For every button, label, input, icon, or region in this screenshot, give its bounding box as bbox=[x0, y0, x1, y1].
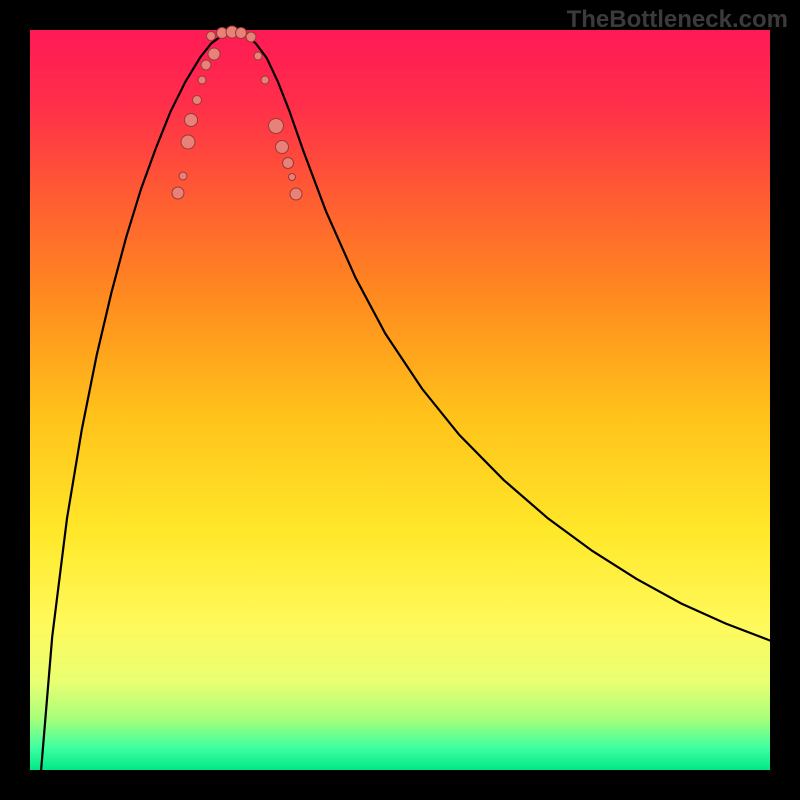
curve-svg bbox=[30, 30, 770, 770]
watermark-text: TheBottleneck.com bbox=[567, 6, 788, 34]
marker-point bbox=[206, 31, 216, 41]
marker-point bbox=[245, 32, 256, 43]
marker-point bbox=[207, 47, 220, 60]
marker-point bbox=[179, 171, 188, 180]
marker-point bbox=[192, 95, 202, 105]
marker-point bbox=[282, 157, 294, 169]
marker-point bbox=[172, 186, 185, 199]
marker-point bbox=[180, 135, 195, 150]
plot-area bbox=[30, 30, 770, 770]
marker-point bbox=[290, 188, 303, 201]
chart-frame: TheBottleneck.com bbox=[0, 0, 800, 800]
marker-point bbox=[261, 76, 270, 85]
marker-point bbox=[268, 118, 284, 134]
marker-point bbox=[253, 51, 262, 60]
marker-point bbox=[201, 59, 212, 70]
marker-point bbox=[288, 173, 296, 181]
bottleneck-curve bbox=[41, 31, 770, 770]
marker-point bbox=[275, 140, 289, 154]
marker-point bbox=[184, 113, 198, 127]
marker-point bbox=[197, 75, 206, 84]
